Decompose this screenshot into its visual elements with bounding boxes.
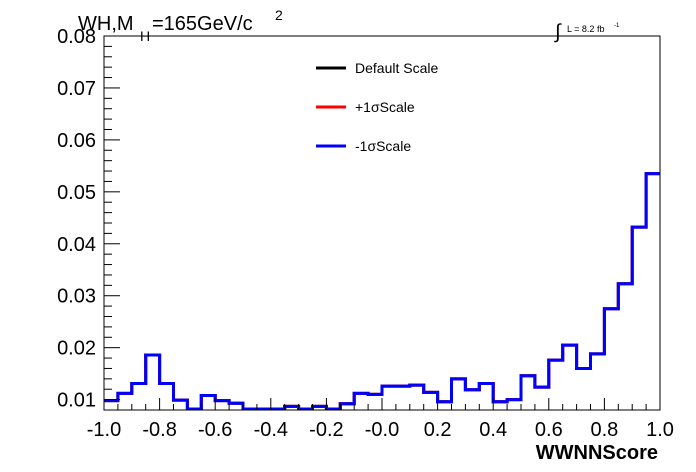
y-tick-label: 0.06 <box>57 130 96 152</box>
integral-sign: ∫ <box>554 21 562 43</box>
x-axis: -1.0 -0.8 -0.6 -0.4 -0.2 -0.0 0.2 0.4 0.6 0.8 1.0 <box>87 398 674 441</box>
luminosity-label: ∫ L = 8.2 fb -1 <box>554 21 620 43</box>
legend-label: -1σScale <box>355 138 411 154</box>
x-tick-label: -0.0 <box>365 419 399 441</box>
x-tick-label: 0.6 <box>535 419 563 441</box>
x-tick-label: -0.2 <box>309 419 343 441</box>
series-line <box>104 172 660 410</box>
y-tick-label: 0.08 <box>57 26 96 48</box>
x-tick-label: 0.2 <box>424 419 452 441</box>
title-subscript: H <box>140 28 150 44</box>
luminosity-superscript: -1 <box>614 23 620 29</box>
plot-area <box>104 172 660 410</box>
title-tail: =165GeV/c <box>152 13 253 35</box>
y-tick-label: 0.04 <box>57 234 96 256</box>
series-line <box>104 172 660 410</box>
x-axis-title: WWNNScore <box>536 442 658 464</box>
x-tick-label: 0.4 <box>479 419 507 441</box>
x-tick-label: -1.0 <box>87 419 121 441</box>
x-tick-label: -0.8 <box>142 419 176 441</box>
x-tick-label: -0.4 <box>254 419 288 441</box>
y-tick-label: 0.01 <box>57 390 96 412</box>
x-tick-label: 1.0 <box>646 419 674 441</box>
y-tick-label: 0.07 <box>57 78 96 100</box>
x-tick-label: -0.6 <box>198 419 232 441</box>
legend-label: Default Scale <box>355 60 438 76</box>
series-line <box>104 172 660 410</box>
y-tick-label: 0.03 <box>57 286 96 308</box>
title-main: WH,M <box>78 13 134 35</box>
luminosity-text: L = 8.2 fb <box>567 24 604 34</box>
chart-title: WH,M H =165GeV/c 2 <box>78 7 283 44</box>
series-layer <box>104 172 660 410</box>
y-tick-label: 0.05 <box>57 182 96 204</box>
y-tick-label: 0.02 <box>57 338 96 360</box>
title-superscript: 2 <box>275 7 283 23</box>
x-tick-label: 0.8 <box>590 419 618 441</box>
y-axis: 0.01 0.02 0.03 0.04 0.05 0.06 0.07 0.08 <box>57 26 120 412</box>
legend-label: +1σScale <box>355 99 415 115</box>
legend: Default Scale +1σScale -1σScale <box>316 60 438 154</box>
